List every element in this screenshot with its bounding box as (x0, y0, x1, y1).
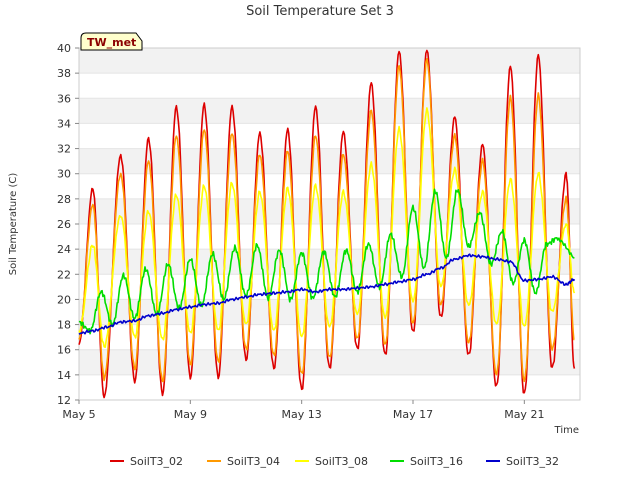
x-tick-label: May 21 (504, 408, 544, 421)
badge-label: TW_met (87, 36, 136, 49)
series-layer (78, 49, 576, 399)
y-tick-label: 16 (57, 344, 71, 357)
series-line-soilt3_04 (78, 57, 575, 383)
y-tick-label: 28 (57, 193, 71, 206)
legend-label: SoilT3_08 (315, 455, 368, 468)
series-line-soilt3_32 (78, 253, 576, 335)
y-axis-title: Soil Temperature (C) (8, 173, 19, 276)
series-line-soilt3_08 (78, 107, 576, 349)
chart-title: Soil Temperature Set 3 (246, 4, 394, 19)
badge-shape (80, 32, 143, 51)
y-tick-label: 20 (57, 293, 71, 306)
grid-band (79, 198, 580, 224)
x-axis-title: Time (554, 425, 579, 436)
y-tick-label: 40 (57, 42, 71, 55)
y-tick-label: 30 (57, 168, 71, 181)
grid-band (79, 349, 580, 375)
y-tick-label: 26 (57, 218, 71, 231)
legend-label: SoilT3_32 (506, 455, 559, 468)
grid-band (79, 374, 580, 400)
series-line-soilt3_02 (78, 49, 576, 399)
x-tick-label: May 9 (174, 408, 207, 421)
y-tick-label: 24 (57, 243, 71, 256)
grid-band (79, 48, 580, 74)
y-tick-label: 38 (57, 67, 71, 80)
y-axis-ticks: 12 14 16 18 20 22 24 26 28 30 32 34 36 38 40 (57, 42, 79, 407)
grid-band (79, 98, 580, 124)
series-line-soilt3_16 (78, 188, 575, 335)
legend-label: SoilT3_04 (227, 455, 280, 468)
grid-band (79, 73, 580, 99)
station-badge: TW_met (80, 32, 143, 51)
x-axis-ticks: May 5 May 9 May 13 May 17 May 21 (62, 400, 544, 421)
legend-label: SoilT3_02 (130, 455, 183, 468)
y-tick-label: 12 (57, 394, 71, 407)
y-tick-label: 32 (57, 143, 71, 156)
x-tick-label: May 13 (282, 408, 322, 421)
grid-band (79, 173, 580, 199)
legend-label: SoilT3_16 (410, 455, 463, 468)
y-tick-label: 18 (57, 319, 71, 332)
x-tick-label: May 5 (62, 408, 95, 421)
grid-bands (79, 48, 580, 401)
y-tick-label: 36 (57, 92, 71, 105)
y-tick-label: 14 (57, 369, 71, 382)
grid-band (79, 324, 580, 350)
grid-band (79, 123, 580, 149)
grid-band (79, 148, 580, 174)
legend: SoilT3_02 SoilT3_04 SoilT3_08 SoilT3_16 Soil… (110, 455, 559, 468)
y-tick-label: 22 (57, 268, 71, 281)
x-tick-label: May 17 (393, 408, 433, 421)
y-tick-label: 34 (57, 117, 71, 130)
